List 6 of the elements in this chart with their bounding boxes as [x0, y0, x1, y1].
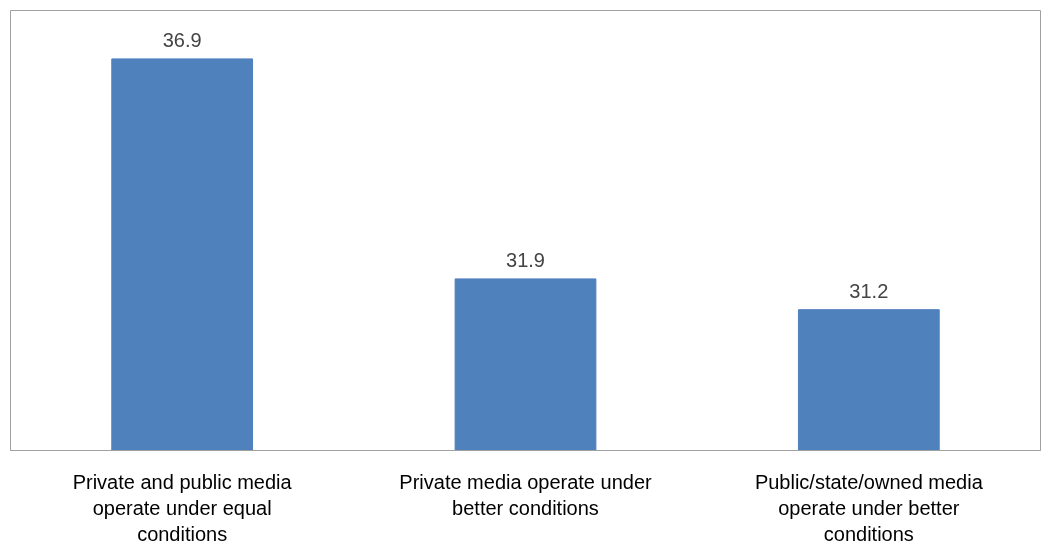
x-tick-label: Private media operate under better conditions	[399, 470, 653, 519]
data-label: 31.2	[849, 279, 889, 302]
data-label: 31.9	[506, 248, 545, 271]
x-tick-label: Public/state/owned media operate under better conditions	[754, 470, 984, 546]
x-tick-label: Private and public media operate under equal conditions	[72, 470, 293, 546]
data-label: 36.9	[162, 28, 202, 51]
